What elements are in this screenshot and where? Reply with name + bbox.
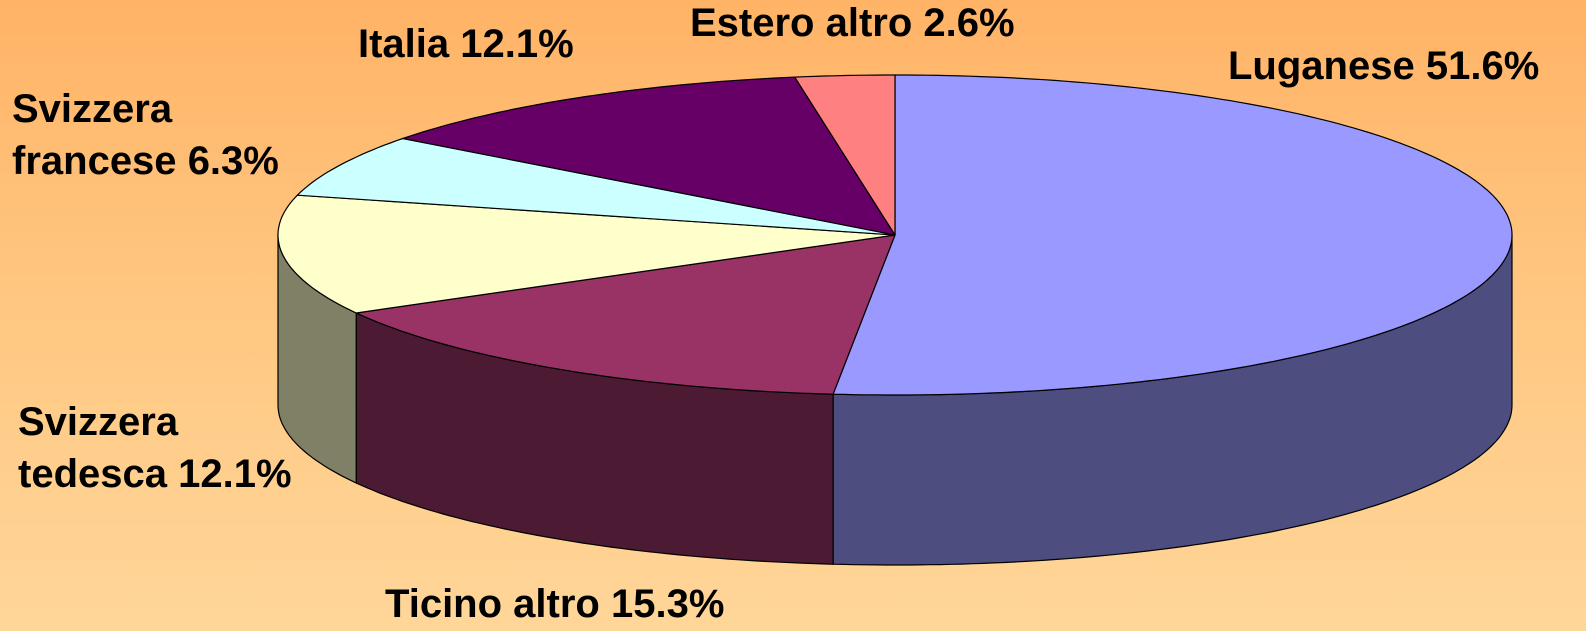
- category-label: Italia: [358, 22, 450, 66]
- category-label: Svizzera tedesca: [18, 400, 179, 496]
- value-label: 6.3%: [187, 139, 279, 183]
- slice: [832, 74, 1513, 396]
- slice: [296, 137, 896, 236]
- slice-label: Estero altro 2.6%: [690, 0, 1110, 49]
- slice: [277, 194, 896, 314]
- slice: [794, 74, 896, 236]
- slice-label: Luganese 51.6%: [1228, 40, 1586, 92]
- slice: [355, 234, 896, 395]
- value-label: 15.3%: [610, 582, 725, 626]
- slice: [402, 76, 896, 236]
- slice-label: Svizzera tedesca 12.1%: [18, 396, 318, 500]
- category-label: Ticino altro: [385, 582, 600, 626]
- category-label: Svizzera francese: [12, 87, 177, 183]
- value-label: 2.6%: [923, 1, 1015, 45]
- slice-label: Svizzera francese 6.3%: [12, 83, 312, 187]
- value-label: 12.1%: [178, 452, 292, 496]
- value-label: 12.1%: [460, 22, 574, 66]
- slice-label: Italia 12.1%: [358, 18, 678, 70]
- value-label: 51.6%: [1425, 44, 1540, 88]
- category-label: Estero altro: [690, 1, 913, 45]
- slice-label: Ticino altro 15.3%: [385, 578, 805, 630]
- category-label: Luganese: [1228, 44, 1415, 88]
